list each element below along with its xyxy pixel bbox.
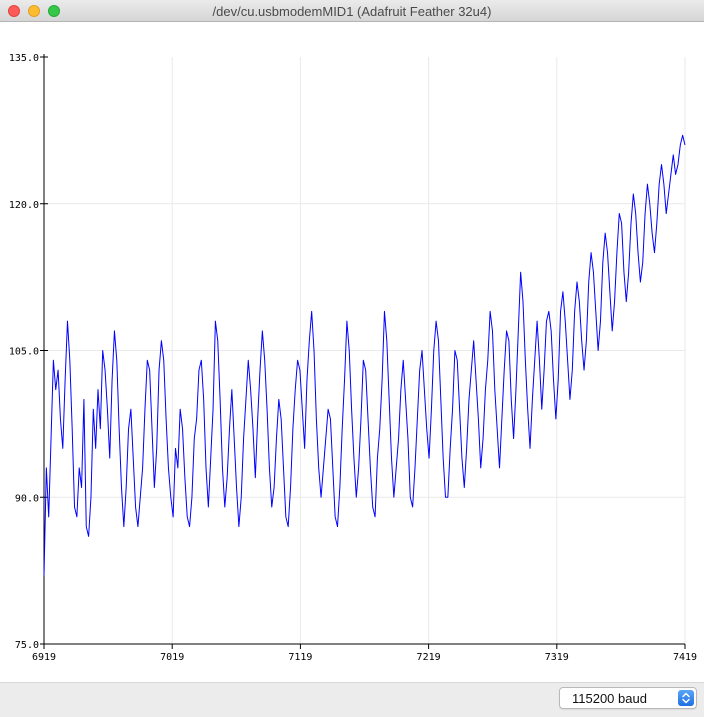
minimize-window-button[interactable]: [28, 5, 40, 17]
grid-lines: [44, 57, 686, 644]
close-window-button[interactable]: [8, 5, 20, 17]
axes: [40, 54, 686, 649]
y-tick-label: 105.0: [9, 347, 39, 358]
title-bar[interactable]: /dev/cu.usbmodemMID1 (Adafruit Feather 3…: [0, 0, 704, 22]
x-tick-label: 7019: [160, 652, 184, 663]
y-tick-label: 90.0: [15, 493, 39, 504]
x-tick-label: 7219: [417, 652, 441, 663]
serial-plot-chart: 135.0 120.0 105.0 90.0 75.0 6919 7019 7119 7219…: [9, 53, 697, 663]
baud-rate-value: 115200 baud: [572, 691, 647, 706]
y-tick-label: 135.0: [9, 53, 39, 64]
baud-rate-select[interactable]: 115200 baud: [559, 687, 697, 709]
x-tick-label: 7319: [545, 652, 569, 663]
zoom-window-button[interactable]: [48, 5, 60, 17]
x-tick-labels: 6919 7019 7119 7219 7319 7419: [32, 652, 697, 663]
plot-area: 135.0 120.0 105.0 90.0 75.0 6919 7019 7119 7219…: [0, 22, 704, 682]
y-tick-label: 120.0: [9, 200, 39, 211]
bottom-toolbar: 115200 baud: [0, 682, 704, 717]
y-tick-labels: 135.0 120.0 105.0 90.0 75.0: [9, 53, 39, 651]
x-tick-label: 6919: [32, 652, 56, 663]
x-tick-label: 7419: [673, 652, 697, 663]
x-tick-label: 7119: [288, 652, 312, 663]
y-tick-label: 75.0: [15, 640, 39, 651]
up-down-chevron-icon[interactable]: [678, 690, 694, 706]
window-title: /dev/cu.usbmodemMID1 (Adafruit Feather 3…: [212, 4, 492, 19]
series-line: [43, 134, 686, 576]
